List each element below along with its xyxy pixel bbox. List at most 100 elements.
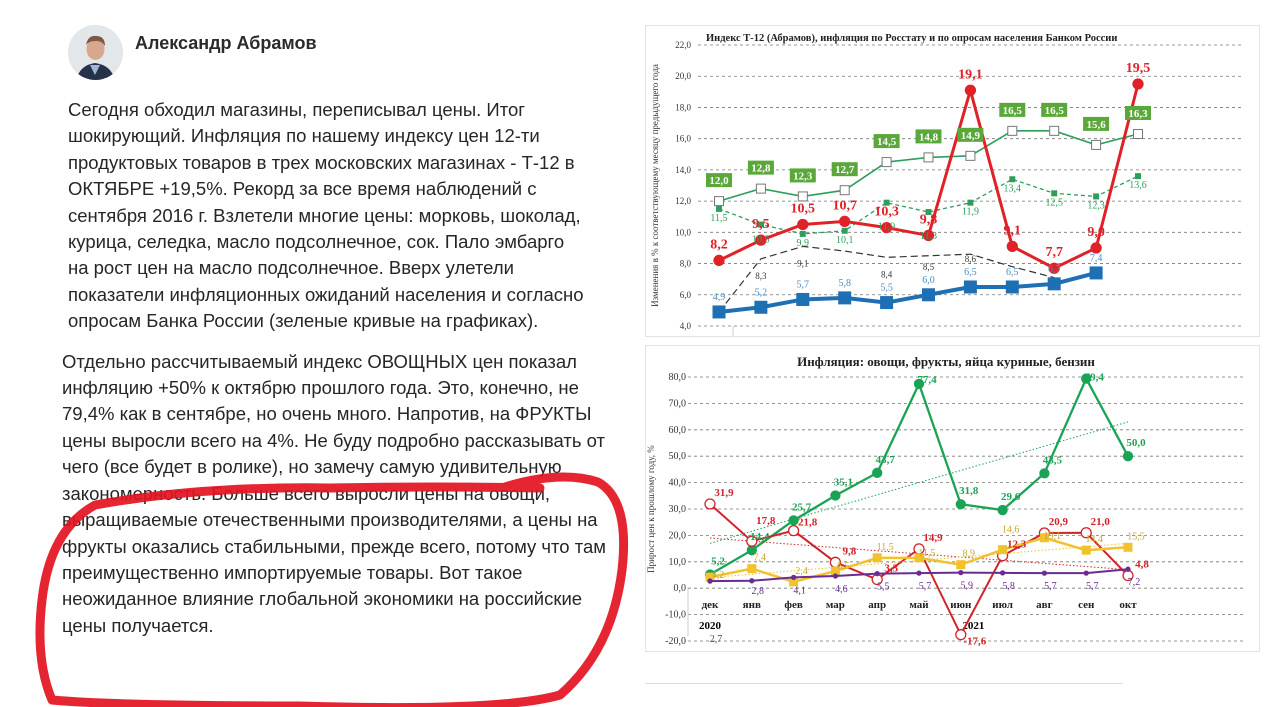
data-label: 43,7 — [876, 454, 896, 466]
data-label: 6,0 — [922, 275, 935, 286]
data-point — [838, 291, 852, 305]
data-label-box — [915, 129, 942, 144]
data-point — [714, 196, 724, 207]
data-label: 9,9 — [797, 238, 810, 249]
x-tick-label: мар — [826, 599, 845, 611]
data-label: 15,5 — [1127, 531, 1145, 542]
avatar-photo — [68, 25, 123, 80]
data-point — [746, 535, 758, 547]
data-point — [716, 205, 722, 212]
data-label: 14,8 — [919, 131, 939, 143]
data-label: 9,1 — [1004, 223, 1022, 238]
data-label: 11,5 — [877, 542, 894, 553]
data-point — [880, 221, 893, 234]
y-tick-label: -10,0 — [665, 610, 686, 621]
data-label: 5,7 — [797, 279, 810, 290]
data-label: 14,9 — [923, 532, 943, 544]
data-point — [998, 545, 1008, 555]
data-point — [712, 305, 726, 319]
data-label: 31,9 — [714, 487, 734, 499]
data-label: 20,9 — [1049, 516, 1069, 528]
y-axis-label: Прирост цен к прошлому году, % — [646, 445, 656, 573]
data-point — [1091, 139, 1102, 150]
data-point — [1132, 78, 1144, 90]
data-label: 12,3 — [1087, 200, 1105, 211]
data-label: 10,7 — [832, 198, 857, 213]
divider — [645, 683, 1123, 684]
data-label: 14,6 — [1002, 525, 1020, 536]
author-avatar[interactable] — [68, 25, 123, 80]
data-point — [799, 230, 806, 237]
y-tick-label: 12,0 — [675, 196, 691, 206]
data-label: -17,6 — [963, 636, 986, 648]
y-tick-label: 20,0 — [669, 530, 687, 541]
y-axis-label: Изменения в % к соответствующему месяцу … — [650, 64, 660, 307]
data-point — [883, 199, 890, 206]
data-label: 10,1 — [836, 235, 854, 246]
data-label: 12,3 — [793, 170, 813, 182]
post-body: Сегодня обходил магазины, переписывал це… — [62, 97, 632, 639]
category-chart-svg: Инфляция: овощи, фрукты, яйца куриные, б… — [646, 354, 1246, 648]
data-label: 4,8 — [1135, 559, 1149, 571]
data-label: 14,9 — [961, 130, 981, 142]
data-label: 9,5 — [752, 217, 770, 232]
data-label: 19,1 — [1044, 531, 1062, 542]
y-tick-label: 70,0 — [669, 398, 687, 409]
data-label: 21,0 — [1091, 516, 1111, 528]
y-tick-label: 10,0 — [675, 227, 691, 237]
data-label: 21,8 — [798, 517, 818, 529]
category-inflation-chart: Инфляция: овощи, фрукты, яйца куриные, б… — [645, 345, 1260, 652]
data-point — [881, 157, 892, 168]
data-point — [872, 553, 882, 563]
x-tick-label: янв — [743, 599, 761, 611]
data-label-box — [789, 168, 816, 183]
y-tick-label: 22,0 — [675, 40, 691, 50]
author-name[interactable]: Александр Абрамов — [135, 33, 317, 53]
data-point — [787, 524, 800, 537]
y-tick-label: 60,0 — [669, 425, 687, 436]
data-point — [704, 498, 716, 510]
data-point — [1093, 193, 1100, 200]
data-point — [958, 569, 964, 576]
data-point — [1089, 266, 1103, 280]
y-tick-label: 4,0 — [680, 321, 692, 331]
data-point — [922, 288, 935, 302]
chart-title: Инфляция: овощи, фрукты, яйца куриные, б… — [797, 354, 1095, 369]
data-label: 9,8 — [920, 212, 938, 227]
data-label: 6,7 — [1048, 264, 1061, 275]
data-point — [872, 467, 883, 478]
data-label: 19,5 — [1126, 61, 1151, 76]
y-tick-label: -20,0 — [665, 636, 686, 647]
data-point — [999, 570, 1006, 576]
data-label: 2,7 — [710, 634, 723, 645]
data-point — [1041, 570, 1048, 576]
data-point — [925, 209, 932, 216]
data-point — [832, 573, 839, 579]
data-point — [754, 300, 768, 314]
data-label: 16,3 — [1128, 108, 1148, 120]
data-point — [1123, 542, 1133, 552]
data-point — [797, 191, 808, 202]
data-label: 4,6 — [835, 584, 848, 595]
x-tick-label: фев — [784, 599, 802, 611]
data-point — [839, 215, 851, 228]
y-tick-label: 0,0 — [674, 583, 687, 594]
data-label: 7,7 — [1045, 245, 1063, 260]
data-point — [956, 560, 966, 570]
data-label: 8,3 — [755, 271, 767, 281]
data-point — [997, 504, 1008, 516]
data-label: 14,4 — [750, 531, 770, 543]
data-point — [923, 152, 934, 163]
data-label: 8,4 — [881, 269, 893, 279]
x-tick-label: апр — [868, 599, 886, 611]
data-label: 50,0 — [1126, 437, 1146, 449]
data-point — [1125, 566, 1131, 572]
data-label: 25,7 — [792, 501, 812, 513]
data-label-box — [957, 127, 984, 142]
data-label: 15,6 — [1086, 119, 1106, 131]
data-label-box — [831, 162, 858, 177]
data-label: 14,4 — [1085, 534, 1103, 545]
data-point — [788, 515, 799, 526]
data-label: 5,2 — [711, 555, 725, 567]
data-point — [874, 571, 880, 577]
